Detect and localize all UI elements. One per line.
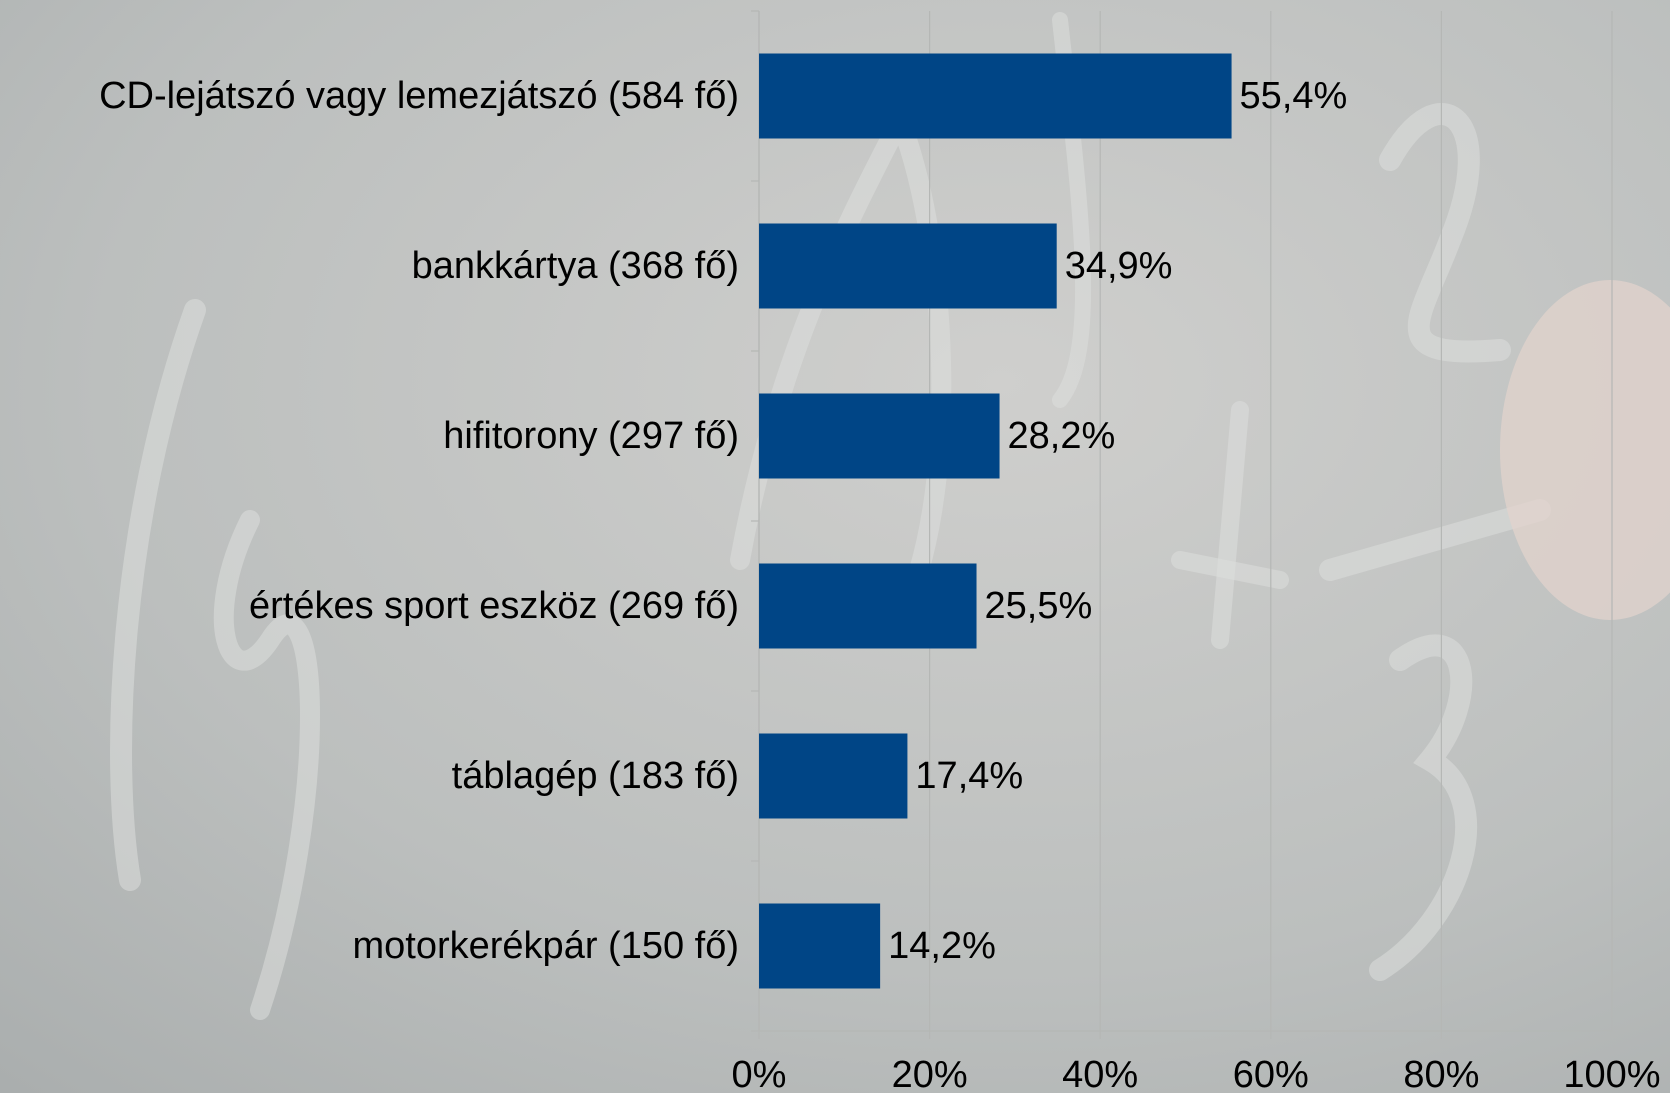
bar xyxy=(759,54,1232,139)
x-tick-label: 40% xyxy=(1062,1054,1138,1093)
value-label: 14,2% xyxy=(888,925,996,967)
y-tick-label: hifitorony (297 fő) xyxy=(443,415,739,457)
y-tick-label: bankkártya (368 fő) xyxy=(412,245,739,287)
value-label: 34,9% xyxy=(1065,245,1173,287)
bar xyxy=(759,394,1000,479)
x-tick-label: 60% xyxy=(1233,1054,1309,1093)
x-tick-label: 100% xyxy=(1563,1054,1660,1093)
value-label: 28,2% xyxy=(1008,415,1116,457)
bar xyxy=(759,904,880,989)
y-tick-label: értékes sport eszköz (269 fő) xyxy=(249,585,739,627)
value-label: 17,4% xyxy=(915,755,1023,797)
y-tick-label: CD-lejátszó vagy lemezjátszó (584 fő) xyxy=(99,75,739,117)
bar xyxy=(759,734,907,819)
chart: 0% 20% 40% 60% 80% 100% CD-lejátszó vagy lemez… xyxy=(0,0,1670,1093)
y-tick-label: táblagép (183 fő) xyxy=(452,755,739,797)
x-tick-label: 0% xyxy=(732,1054,787,1093)
bar xyxy=(759,564,977,649)
x-tick-label: 80% xyxy=(1403,1054,1479,1093)
value-label: 55,4% xyxy=(1240,75,1348,117)
page: 0% 20% 40% 60% 80% 100% CD-lejátszó vagy lemez… xyxy=(0,0,1670,1093)
bar xyxy=(759,224,1057,309)
value-label: 25,5% xyxy=(985,585,1093,627)
x-tick-label: 20% xyxy=(892,1054,968,1093)
y-tick-label: motorkerékpár (150 fő) xyxy=(353,925,740,967)
